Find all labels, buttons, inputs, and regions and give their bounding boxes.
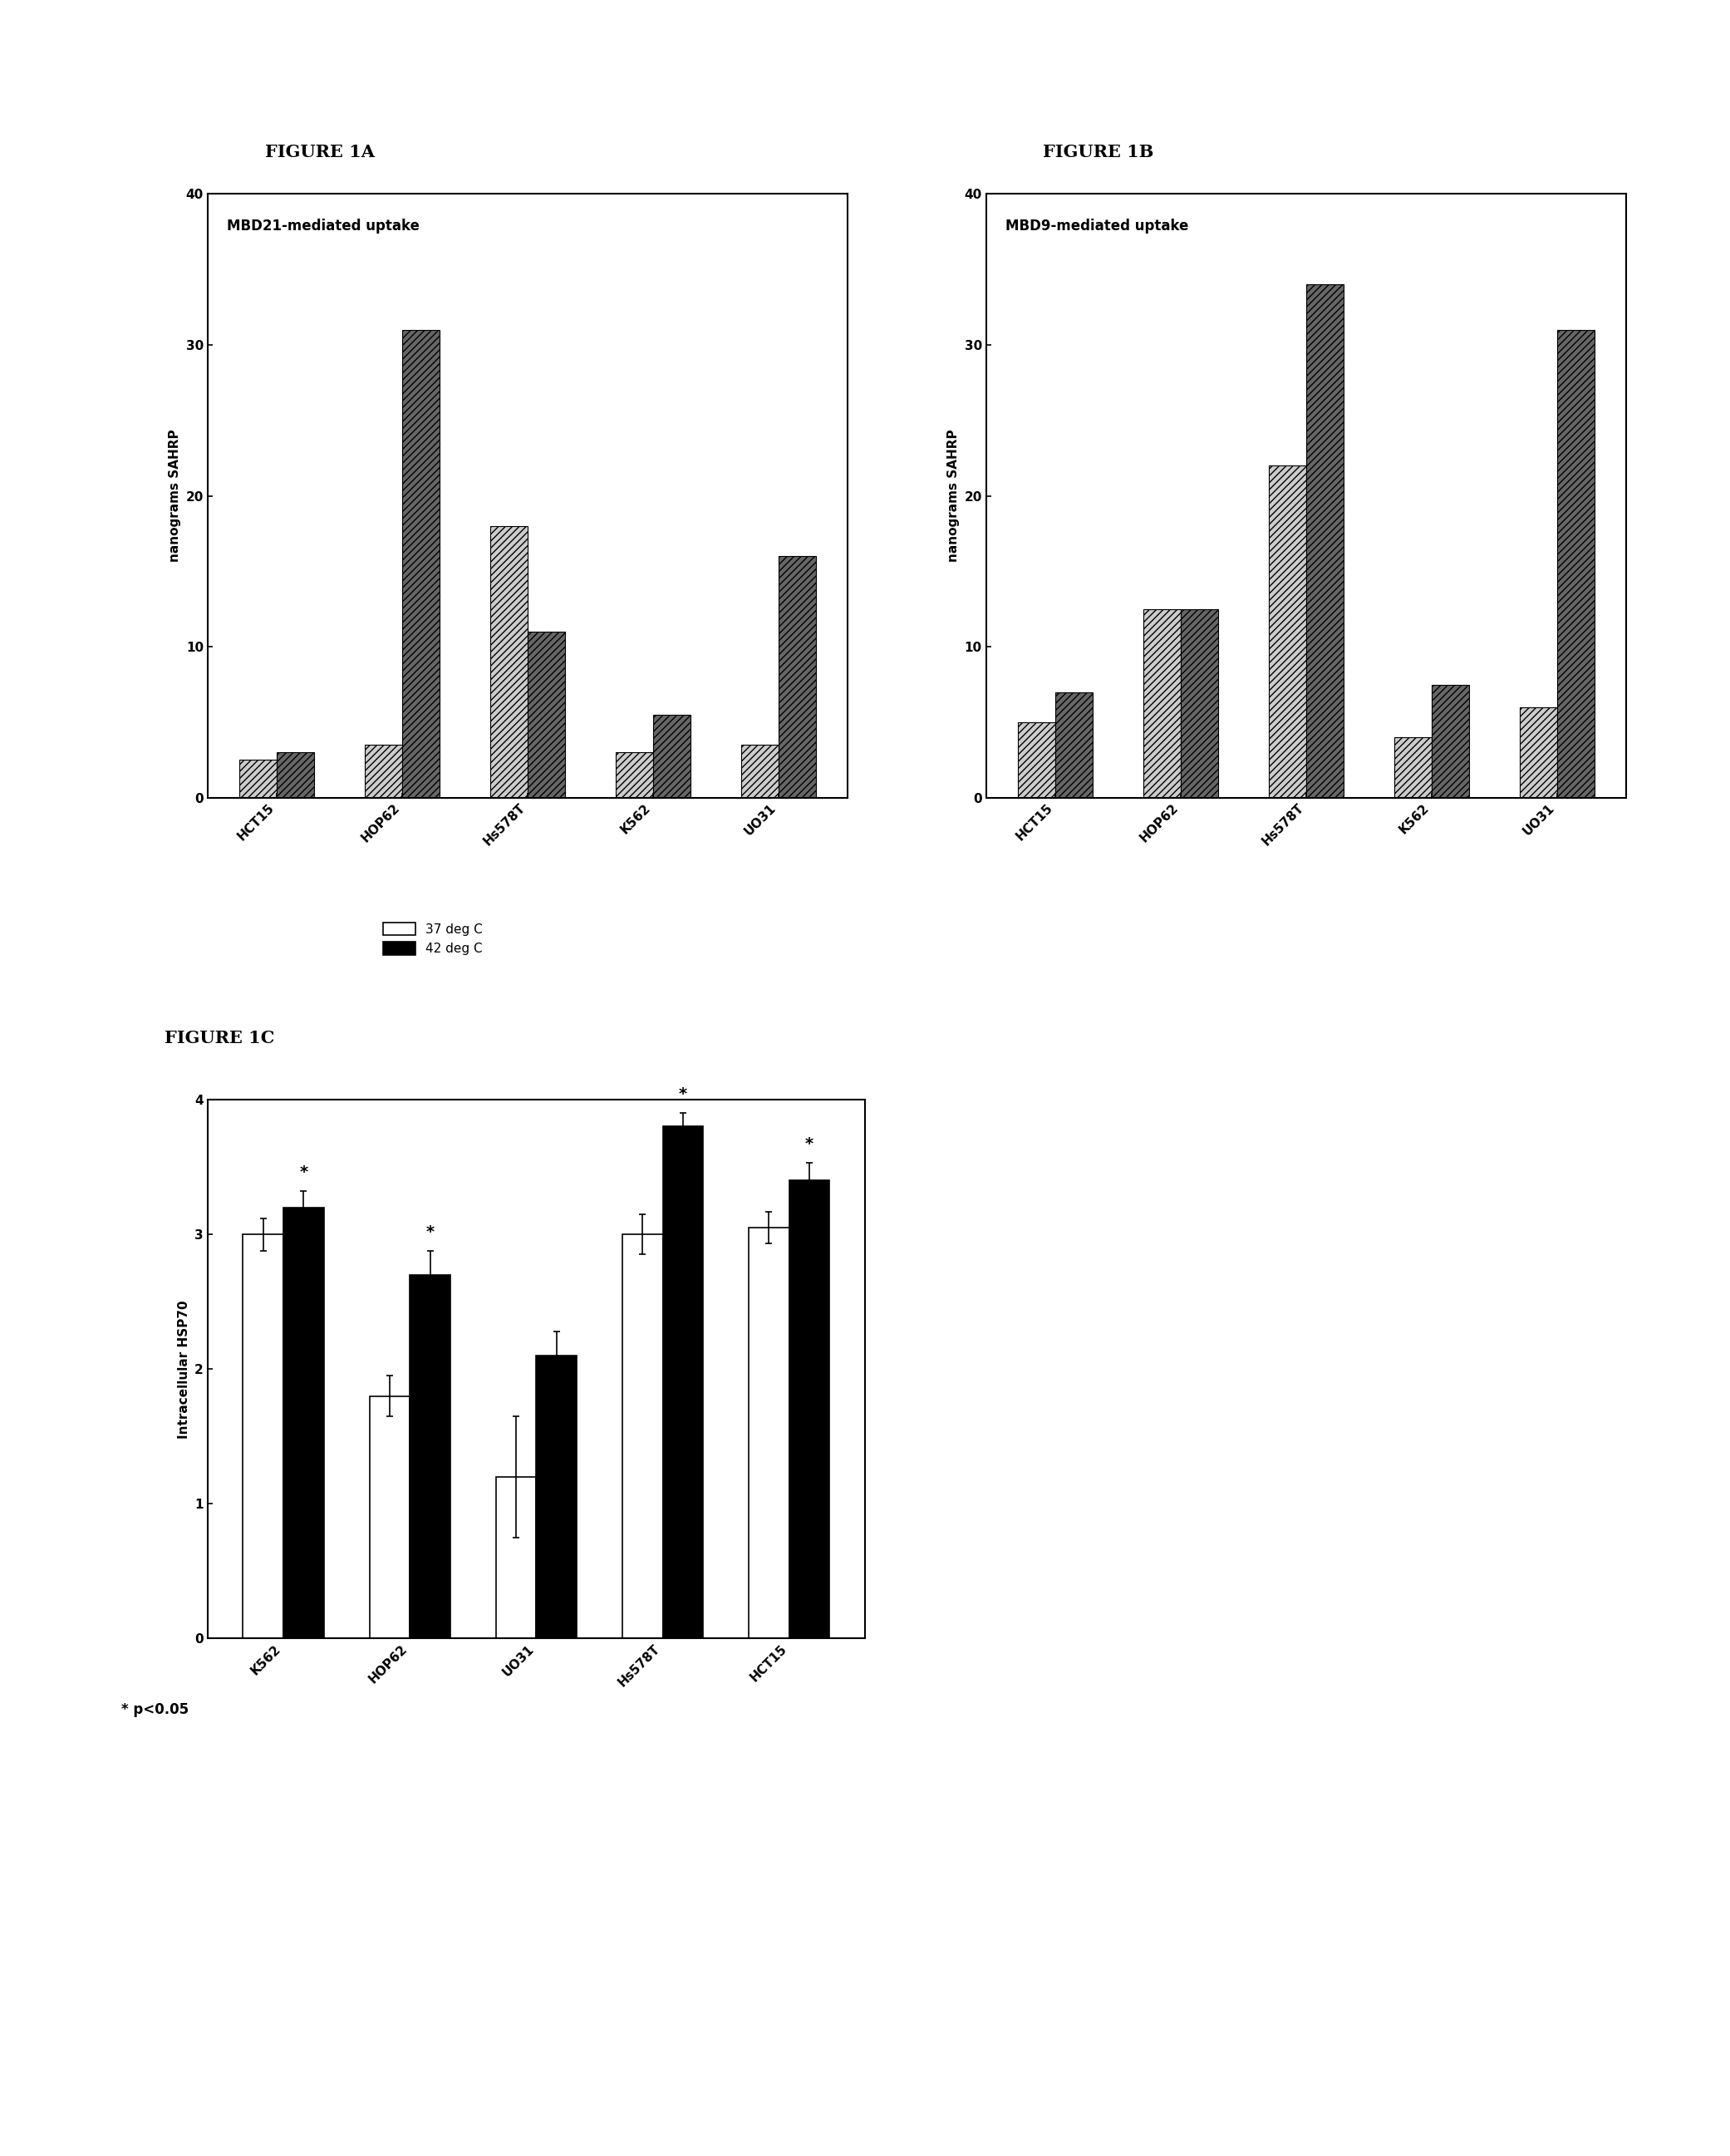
- Bar: [740, 746, 778, 798]
- Bar: [242, 1233, 284, 1639]
- Bar: [370, 1397, 410, 1639]
- Bar: [749, 1227, 789, 1639]
- Y-axis label: nanograms SAHRP: nanograms SAHRP: [170, 429, 182, 563]
- Bar: [1144, 610, 1180, 798]
- Legend: 37 deg C, 42 deg C: 37 deg C, 42 deg C: [379, 916, 488, 959]
- Bar: [1055, 692, 1093, 798]
- Bar: [277, 752, 315, 798]
- Text: MBD21-mediated uptake: MBD21-mediated uptake: [227, 218, 419, 233]
- Bar: [1017, 722, 1055, 798]
- Y-axis label: Intracellular HSP70: Intracellular HSP70: [178, 1300, 190, 1438]
- Text: FIGURE 1A: FIGURE 1A: [265, 144, 375, 162]
- Bar: [528, 632, 566, 798]
- Bar: [1519, 707, 1557, 798]
- Bar: [284, 1207, 324, 1639]
- Bar: [1268, 466, 1306, 798]
- Bar: [1557, 330, 1595, 798]
- Bar: [1180, 610, 1218, 798]
- Bar: [401, 330, 439, 798]
- Bar: [410, 1274, 450, 1639]
- Bar: [623, 1233, 663, 1639]
- Bar: [490, 526, 528, 798]
- Bar: [654, 716, 690, 798]
- Bar: [536, 1356, 576, 1639]
- Bar: [239, 761, 277, 798]
- Text: FIGURE 1B: FIGURE 1B: [1043, 144, 1154, 162]
- Text: *: *: [426, 1225, 434, 1240]
- Bar: [1306, 285, 1344, 798]
- Bar: [663, 1128, 702, 1639]
- Bar: [789, 1181, 830, 1639]
- Y-axis label: nanograms SAHRP: nanograms SAHRP: [948, 429, 960, 563]
- Text: *: *: [804, 1136, 813, 1151]
- Text: * p<0.05: * p<0.05: [121, 1703, 189, 1718]
- Bar: [365, 746, 401, 798]
- Bar: [1432, 686, 1469, 798]
- Text: *: *: [678, 1087, 687, 1102]
- Text: MBD9-mediated uptake: MBD9-mediated uptake: [1005, 218, 1189, 233]
- Bar: [616, 752, 654, 798]
- Bar: [778, 556, 817, 798]
- Text: FIGURE 1C: FIGURE 1C: [164, 1031, 275, 1048]
- Bar: [1394, 737, 1432, 798]
- Text: *: *: [299, 1164, 308, 1181]
- Bar: [497, 1477, 536, 1639]
